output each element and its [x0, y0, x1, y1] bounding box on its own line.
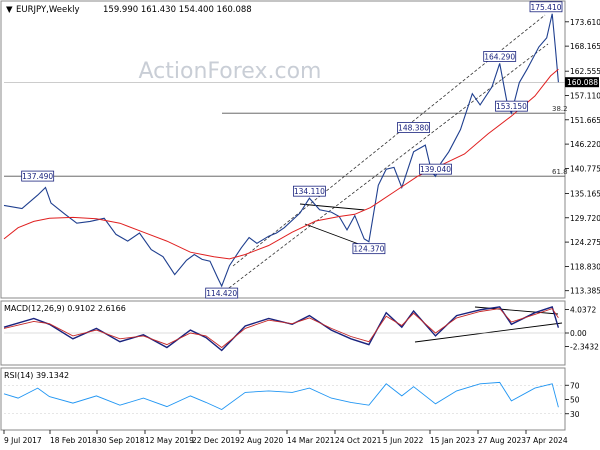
- price-tick-label: 113.385: [570, 287, 600, 296]
- time-tick-label: 7 Apr 2024: [526, 436, 568, 445]
- price-annotations: 137.490 114.420 134.110 124.370 148.380 139.0…: [21, 1, 563, 299]
- macd-trendline-lower: [414, 322, 563, 343]
- annotation-label: 139.040: [420, 165, 451, 174]
- macd-line: [3, 306, 560, 352]
- rsi-tick-label: 50: [570, 396, 580, 405]
- price-annotation: 114.420: [205, 287, 239, 299]
- annotation-label: 134.110: [294, 187, 325, 196]
- symbol-label: EURJPY,Weekly: [16, 5, 80, 15]
- watermark: ActionForex.com: [139, 59, 322, 84]
- price-tick-label: 118.830: [570, 262, 600, 271]
- annotation-label: 148.380: [398, 123, 429, 132]
- time-tick-label: 30 Sep 2018: [97, 436, 145, 445]
- macd-title: MACD(12,26,9) 0.9102 2.6166: [4, 304, 126, 313]
- price-annotation: 164.290: [483, 51, 517, 62]
- annotation-label: 175.410: [530, 3, 561, 12]
- last-price-box: [565, 77, 599, 88]
- time-tick-label: 14 Mar 2021: [287, 436, 335, 445]
- rsi-panel-frame: [0, 367, 566, 431]
- last-price-marker: 160.088: [565, 77, 599, 88]
- annotation-box: [483, 51, 517, 62]
- time-tick-label: 12 May 2019: [145, 436, 194, 445]
- price-axis-ticks: 113.385 118.830 124.275 129.720 135.165 140.7…: [565, 18, 600, 296]
- time-tick-label: 18 Feb 2018: [50, 436, 97, 445]
- annotation-label: 153.150: [496, 102, 527, 111]
- price-line: [3, 13, 559, 288]
- macd-tick-label: 0.00: [570, 329, 587, 338]
- annotation-box: [495, 100, 528, 112]
- price-tick-label: 129.720: [570, 214, 600, 223]
- channel-lower-line: [224, 43, 549, 292]
- ohlc-label: 159.990 161.430 154.400 160.088: [103, 5, 252, 15]
- annotation-box: [419, 163, 452, 175]
- price-tick-label: 168.165: [570, 42, 600, 51]
- price-tick-label: 146.220: [570, 140, 600, 149]
- triangle-upper-line: [299, 203, 366, 211]
- macd-tick-label: -2.3432: [570, 343, 599, 352]
- price-tick-label: 162.555: [570, 67, 600, 76]
- annotation-label: 124.370: [353, 245, 384, 254]
- price-annotation: 134.110: [293, 185, 326, 197]
- price-tick-label: 124.275: [570, 238, 600, 247]
- rsi-panel: 70 50 30: [3, 381, 580, 419]
- annotation-box: [293, 185, 326, 197]
- channel-upper-line: [232, 14, 546, 267]
- annotation-box: [21, 170, 55, 182]
- time-tick-label: 9 Jul 2017: [4, 436, 42, 445]
- price-annotation: 148.380: [397, 122, 430, 133]
- header-triangle: ▼: [6, 5, 13, 15]
- price-panel-frame: [0, 0, 566, 299]
- rsi-tick-label: 70: [570, 381, 580, 390]
- fib-level-label: 61.8: [552, 168, 568, 176]
- time-tick-label: 27 Aug 2023: [478, 436, 526, 445]
- price-annotation: 124.370: [352, 243, 386, 255]
- time-tick-label: 5 Jun 2022: [383, 436, 424, 445]
- time-tick-label: 15 Jan 2023: [430, 436, 475, 445]
- price-tick-label: 157.110: [570, 91, 600, 100]
- macd-tick-label: 4.0372: [570, 306, 596, 315]
- price-annotation: 175.410: [529, 1, 563, 13]
- time-tick-label: 2 Aug 2020: [240, 436, 283, 445]
- rsi-line: [3, 381, 559, 411]
- moving-average-line: [3, 68, 559, 260]
- price-tick-label: 151.665: [570, 116, 600, 125]
- price-annotation: 139.040: [419, 163, 452, 175]
- last-price-label: 160.088: [567, 78, 598, 87]
- annotation-label: 137.490: [22, 172, 53, 181]
- price-series-group: [3, 13, 559, 288]
- annotation-label: 164.290: [484, 52, 515, 61]
- annotation-box: [205, 287, 239, 299]
- rsi-title: RSI(14) 39.1342: [4, 371, 69, 380]
- time-tick-label: 22 Dec 2019: [192, 436, 240, 445]
- fib-level-label: 38.2: [552, 105, 568, 113]
- fibonacci-levels: 38.2 61.8: [4, 82, 568, 177]
- price-annotation: 153.150: [495, 100, 528, 112]
- macd-signal-line: [3, 308, 559, 349]
- annotation-box: [529, 1, 563, 13]
- annotation-box: [352, 243, 386, 255]
- time-axis: 9 Jul 2017 18 Feb 2018 30 Sep 2018 12 May 2…: [3, 430, 568, 445]
- rsi-tick-label: 30: [570, 410, 580, 419]
- annotation-label: 114.420: [206, 289, 237, 298]
- price-tick-label: 135.165: [570, 189, 600, 198]
- price-tick-label: 173.610: [570, 18, 600, 27]
- price-tick-label: 140.775: [570, 164, 600, 173]
- macd-panel: 4.0372 0.00 -2.3432: [3, 306, 599, 352]
- price-annotation: 137.490: [21, 170, 55, 182]
- annotation-box: [397, 122, 430, 133]
- time-tick-label: 24 Oct 2021: [335, 436, 382, 445]
